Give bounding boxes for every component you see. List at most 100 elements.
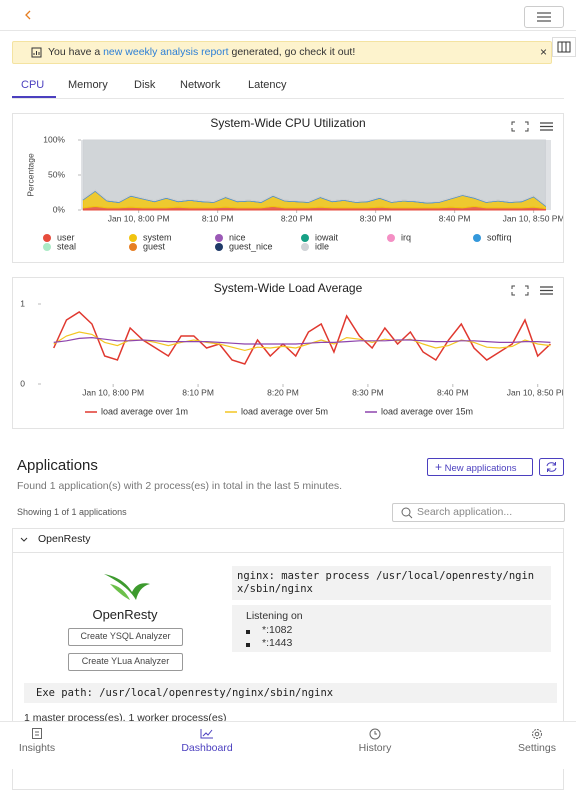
search-placeholder: Search application... [417, 506, 513, 518]
legend-label: nice [229, 232, 246, 242]
port: *:1443 [262, 637, 293, 649]
x-tick-label: 8:10 PM [182, 387, 214, 397]
applications-title: Applications [17, 457, 98, 474]
search-icon [401, 507, 413, 519]
x-tick-label: 8:30 PM [352, 387, 384, 397]
x-tick-label: 8:20 PM [281, 213, 313, 223]
x-tick-label: 8:40 PM [437, 387, 469, 397]
bullet [246, 643, 250, 647]
banner-prefix: You have a [48, 46, 101, 58]
legend-label: system [143, 232, 172, 242]
applications-summary: Found 1 application(s) with 2 process(es… [17, 480, 343, 492]
exe-box: Exe path: /usr/local/openresty/nginx/sbi… [24, 683, 557, 703]
logo-label: OpenResty [92, 607, 158, 622]
tab[interactable]: Memory [68, 79, 108, 91]
legend-label: load average over 5m [241, 406, 328, 416]
active-tab-indicator [12, 96, 56, 98]
y-tick-label: 0 [20, 378, 25, 388]
legend-label: steal [57, 241, 76, 251]
x-tick-label: 8:10 PM [202, 213, 234, 223]
legend-marker [387, 234, 395, 242]
fullscreen-icon[interactable] [511, 285, 529, 296]
ylua-button[interactable]: Create YLua Analyzer [68, 653, 183, 671]
legend-label: guest_nice [229, 241, 273, 251]
ysql-button[interactable]: Create YSQL Analyzer [68, 628, 183, 646]
legend-marker [43, 243, 51, 251]
legend-label: load average over 1m [101, 406, 188, 416]
chart-menu-icon[interactable] [540, 122, 553, 131]
settings-icon [532, 729, 542, 739]
legend-marker [129, 234, 137, 242]
app-panel-divider [12, 552, 564, 553]
showing-count: Showing 1 of 1 applications [17, 507, 127, 517]
header [0, 0, 576, 31]
dashboard-icon [200, 729, 213, 739]
cpu-card: System-Wide CPU Utilization Percentage 0% 5… [12, 113, 565, 263]
chart-menu-icon[interactable] [540, 286, 553, 295]
cpu-chart: System-Wide CPU Utilization Percentage 0% 5… [25, 116, 564, 251]
nav-icons [32, 728, 542, 740]
tab-divider [12, 98, 564, 99]
y-tick-label: 0% [53, 204, 66, 214]
new-applications-button[interactable]: + New applications [427, 458, 533, 476]
legend-label: iowait [315, 232, 339, 242]
legend-marker [301, 243, 309, 251]
listening-box: Listening on *:1082 *:1443 [232, 605, 551, 652]
bullet [246, 630, 250, 634]
legend-marker [43, 234, 51, 242]
legend-label: idle [315, 241, 329, 251]
chart-title: System-Wide Load Average [214, 281, 363, 295]
legend-label: load average over 15m [381, 406, 473, 416]
line [53, 336, 551, 345]
nav-label[interactable]: History [358, 742, 392, 754]
back-button[interactable] [22, 9, 34, 21]
bottom-nav [0, 721, 576, 769]
x-tick-label: Jan 10, 8:00 PM [108, 213, 170, 223]
y-tick-label: 100% [43, 134, 65, 144]
legend-label: guest [143, 241, 166, 251]
insights-icon [32, 728, 42, 739]
tab[interactable]: CPU [21, 79, 45, 91]
legend-label: user [57, 232, 75, 242]
line [53, 311, 551, 365]
legend-marker [215, 243, 223, 251]
banner-link[interactable]: new weekly analysis report [103, 46, 229, 58]
tab[interactable]: Network [180, 79, 221, 91]
port: *:1082 [262, 624, 293, 636]
refresh-button[interactable] [539, 458, 564, 476]
legend-label: softirq [487, 232, 512, 242]
y-axis-label: Percentage [25, 153, 35, 197]
x-tick-label: Jan 10, 8:50 PM [507, 387, 563, 397]
y-tick-label: 1 [20, 298, 25, 308]
legend-marker [473, 234, 481, 242]
x-tick-label: Jan 10, 8:00 PM [82, 387, 144, 397]
legend-marker [129, 243, 137, 251]
x-tick-label: 8:40 PM [439, 213, 471, 223]
load-card: System-Wide Load Average 0 1 Jan 10, 8:00 P… [12, 277, 569, 429]
banner-text: You have a new weekly analysis report ge… [48, 42, 355, 63]
new-applications-label: New applications [444, 463, 517, 474]
search-input[interactable]: Search application... [392, 503, 565, 522]
nav-label[interactable]: Settings [518, 742, 556, 754]
close-button[interactable]: × [540, 45, 548, 59]
tab[interactable]: Latency [248, 79, 287, 91]
legend-label: irq [401, 232, 411, 242]
menu-button[interactable] [524, 6, 564, 28]
nav-label[interactable]: Dashboard [181, 742, 233, 754]
process-box: nginx: master process /usr/local/openres… [232, 566, 551, 600]
menu-icon [537, 12, 551, 22]
side-panel-button[interactable] [552, 37, 576, 57]
openresty-logo [104, 574, 150, 600]
chart-title: System-Wide CPU Utilization [210, 116, 365, 130]
x-tick-label: 8:30 PM [360, 213, 392, 223]
listening-label: Listening on [246, 610, 303, 622]
fullscreen-icon[interactable] [511, 121, 529, 132]
collapse-icon[interactable] [19, 535, 29, 545]
legend-marker [215, 234, 223, 242]
banner-suffix: generated, go check it out! [231, 46, 356, 58]
nav-label[interactable]: Insights [18, 742, 56, 754]
tab[interactable]: Disk [134, 79, 156, 91]
y-tick-label: 50% [48, 169, 65, 179]
